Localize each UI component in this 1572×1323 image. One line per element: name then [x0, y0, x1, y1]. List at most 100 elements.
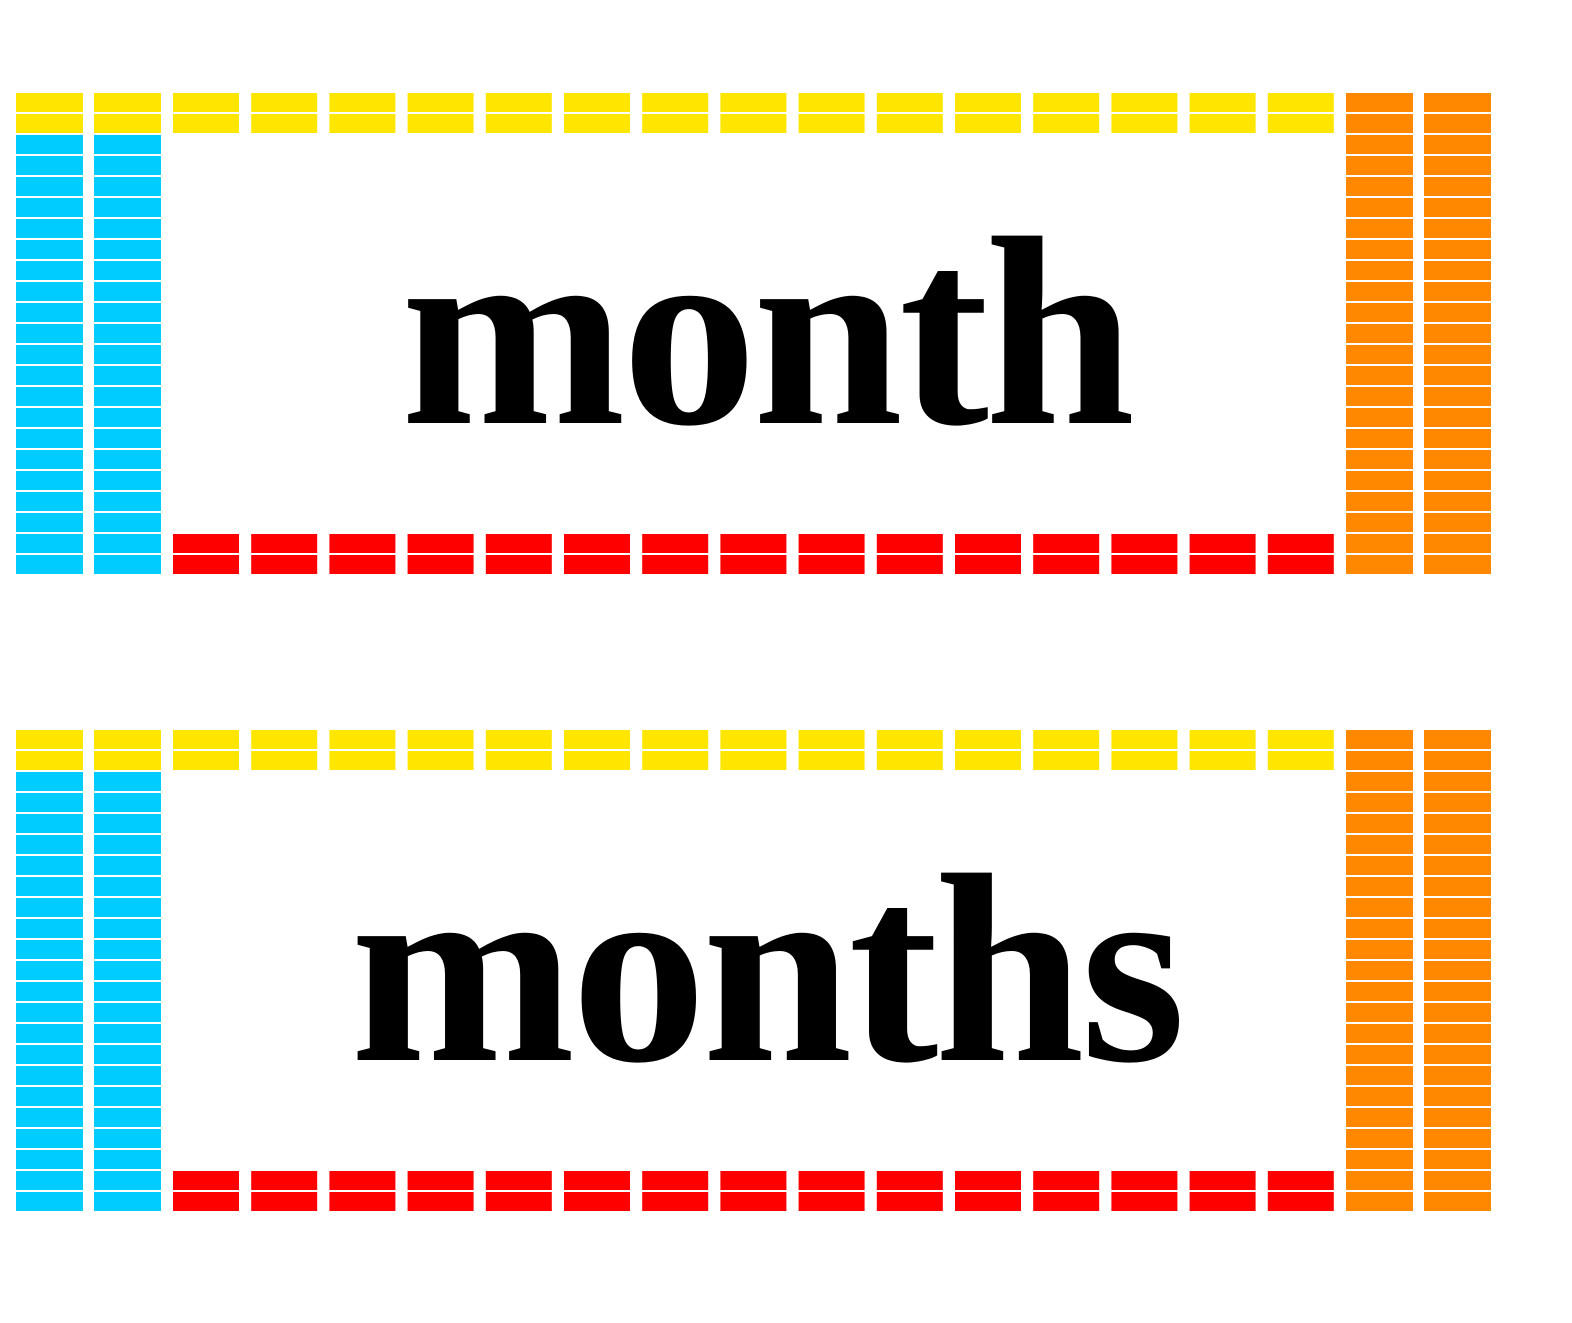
bottom-stripe-segment [1189, 1192, 1256, 1211]
right-stripe-segment [1346, 492, 1413, 511]
left-stripe-segment [94, 1087, 161, 1106]
right-stripe-segment [1346, 366, 1413, 385]
top-stripe-segment [642, 751, 709, 770]
bottom-stripe-segment [1111, 1171, 1178, 1190]
left-stripe-segment [94, 261, 161, 280]
right-stripe-segment [1346, 219, 1413, 238]
left-stripe-segment [16, 240, 83, 259]
left-stripe-segment [94, 429, 161, 448]
left-stripe-segment [94, 345, 161, 364]
right-stripe-segment [1424, 982, 1491, 1001]
left-stripe-segment [16, 345, 83, 364]
right-stripe-segment [1346, 961, 1413, 980]
left-stripe-segment [16, 324, 83, 343]
left-stripe-segment [16, 387, 83, 406]
bottom-stripe-segment [1267, 555, 1334, 574]
bottom-stripe-segment [720, 1192, 787, 1211]
right-stripe-segment [1346, 982, 1413, 1001]
top-stripe-segment [1111, 93, 1178, 112]
right-stripe-segment [1346, 1066, 1413, 1085]
right-stripe-segment [1424, 961, 1491, 980]
top-stripe-segment [1033, 751, 1100, 770]
right-stripe-segment [1424, 1129, 1491, 1148]
top-stripe-segment [407, 93, 474, 112]
top-stripe-segment [251, 114, 318, 133]
left-stripe-segment [16, 471, 83, 490]
bottom-stripe-segment [485, 1171, 552, 1190]
left-stripe-segment [16, 961, 83, 980]
bottom-stripe-segment [1111, 1192, 1178, 1211]
right-stripe-segment [1346, 1087, 1413, 1106]
top-stripe-segment [1267, 751, 1334, 770]
left-stripe-segment [16, 156, 83, 175]
left-stripe-segment [16, 450, 83, 469]
top-stripe-segment [1111, 114, 1178, 133]
bottom-stripe-segment [720, 1171, 787, 1190]
right-stripe-segment [1346, 387, 1413, 406]
bottom-stripe-segment [407, 1192, 474, 1211]
bottom-stripe-segment [1033, 1171, 1100, 1190]
top-stripe-segment [173, 114, 239, 133]
right-stripe-segment [1346, 93, 1413, 112]
right-stripe-segment [1424, 177, 1491, 196]
left-stripe-segment [16, 303, 83, 322]
left-stripe-segment [94, 240, 161, 259]
bottom-stripe-segment [407, 1171, 474, 1190]
top-stripe-segment [1033, 93, 1100, 112]
left-stripe-segment [94, 898, 161, 917]
left-stripe-segment [94, 1108, 161, 1127]
top-stripe-segment [173, 751, 239, 770]
left-stripe-segment [94, 324, 161, 343]
left-stripe-segment [94, 1003, 161, 1022]
left-stripe-segment [16, 534, 83, 553]
top-stripe-segment [1033, 730, 1100, 749]
right-stripe-segment [1424, 772, 1491, 791]
top-stripe-segment [173, 730, 239, 749]
left-stripe-segment [16, 135, 83, 154]
top-stripe-segment [16, 751, 83, 770]
right-stripe-segment [1424, 730, 1491, 749]
top-stripe-segment [329, 114, 396, 133]
top-stripe-segment [564, 93, 630, 112]
top-stripe-segment [955, 730, 1021, 749]
top-stripe-segment [564, 114, 630, 133]
bottom-stripe-segment [720, 534, 787, 553]
right-stripe-segment [1346, 471, 1413, 490]
top-stripe-segment [251, 751, 318, 770]
left-stripe-segment [16, 366, 83, 385]
top-stripe-segment [251, 730, 318, 749]
right-stripe-segment [1424, 877, 1491, 896]
right-stripe-segment [1424, 135, 1491, 154]
bottom-stripe-segment [564, 1192, 630, 1211]
right-stripe-segment [1424, 835, 1491, 854]
top-stripe-segment [955, 114, 1021, 133]
left-stripe-segment [16, 772, 83, 791]
right-stripe-segment [1424, 1192, 1491, 1211]
bottom-stripe-segment [329, 1192, 396, 1211]
left-stripe-segment [94, 282, 161, 301]
left-stripe-segment [16, 1087, 83, 1106]
right-stripe-segment [1424, 303, 1491, 322]
left-stripe-segment [94, 492, 161, 511]
top-stripe-segment [407, 751, 474, 770]
top-stripe-segment [955, 93, 1021, 112]
left-stripe-segment [16, 261, 83, 280]
right-stripe-segment [1424, 856, 1491, 875]
bottom-stripe-segment [1033, 1192, 1100, 1211]
left-stripe-segment [94, 1024, 161, 1043]
left-stripe-segment [16, 1171, 83, 1190]
bottom-stripe-segment [407, 555, 474, 574]
top-stripe-segment [720, 730, 787, 749]
left-stripe-segment [94, 156, 161, 175]
right-stripe-segment [1346, 555, 1413, 574]
top-stripe-segment [1189, 751, 1256, 770]
top-stripe-segment [798, 751, 865, 770]
right-stripe-segment [1424, 1045, 1491, 1064]
right-stripe-segment [1346, 240, 1413, 259]
left-stripe-segment [94, 1150, 161, 1169]
left-stripe-segment [94, 534, 161, 553]
top-stripe-segment [16, 730, 83, 749]
right-stripe-segment [1346, 1024, 1413, 1043]
top-stripe-segment [329, 730, 396, 749]
right-stripe-segment [1346, 814, 1413, 833]
